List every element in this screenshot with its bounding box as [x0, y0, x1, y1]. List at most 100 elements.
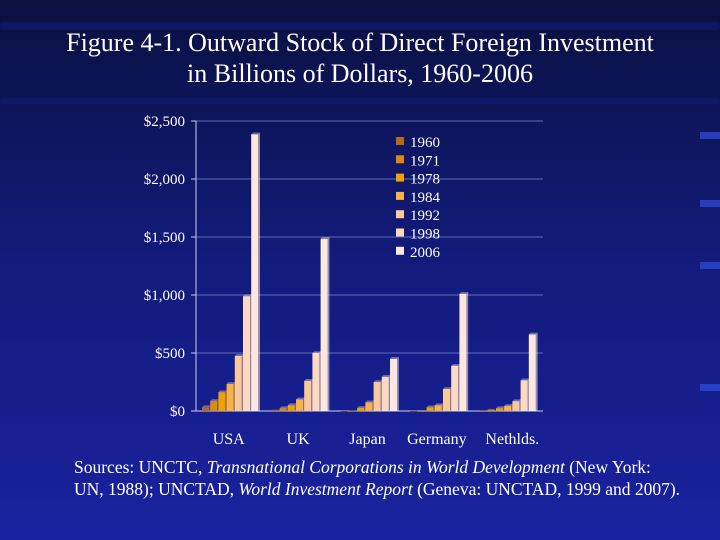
x-tick-label: Japan: [349, 431, 385, 448]
bar-top: [434, 403, 444, 406]
decorative-streak: [0, 22, 720, 30]
bar: [251, 134, 259, 411]
bar-side: [258, 132, 260, 412]
bar: [271, 409, 279, 411]
y-tick-label: $0: [170, 404, 185, 420]
y-tick-label: $500: [155, 346, 185, 362]
legend-label: 1984: [410, 190, 441, 206]
legend-label: 2006: [410, 245, 441, 261]
bar: [202, 407, 209, 411]
bar: [365, 402, 373, 411]
bar-top: [210, 399, 219, 402]
bar: [349, 410, 356, 412]
legend-swatch: [396, 155, 404, 164]
y-tick-label: $1,000: [144, 288, 185, 304]
source-middle: (New York: UN, 1988); UNCTAD,: [74, 457, 651, 499]
bar: [459, 293, 467, 411]
legend-swatch: [396, 246, 404, 255]
bar-top: [357, 406, 366, 408]
legend-swatch: [396, 191, 404, 200]
bar: [320, 238, 328, 411]
source-prefix: Sources: UNCTC,: [74, 457, 207, 477]
bar: [451, 365, 459, 411]
x-tick-label: Nethlds.: [485, 431, 539, 448]
bar: [512, 401, 520, 411]
chart-title: Figure 4-1. Outward Stock of Direct Fore…: [0, 27, 720, 89]
x-tick-label: Germany: [407, 431, 467, 448]
source-title-2: World Investment Report: [238, 479, 413, 499]
bar-top: [451, 363, 460, 366]
legend-swatch: [396, 173, 404, 182]
bar: [479, 410, 487, 411]
decorative-tab: [700, 384, 720, 391]
bar-top: [373, 380, 383, 382]
bar-top: [496, 406, 505, 409]
bar-top: [226, 382, 236, 384]
bar: [357, 407, 365, 411]
bar-side: [535, 332, 538, 411]
bar: [496, 408, 503, 411]
bar-top: [512, 399, 522, 402]
bar-top: [520, 378, 530, 381]
legend-label: 1978: [410, 172, 440, 188]
decorative-streak: [0, 98, 720, 104]
bar-top: [296, 397, 305, 400]
legend-label: 1992: [410, 208, 440, 224]
bar: [304, 380, 312, 411]
bar: [218, 392, 226, 411]
bar-side: [397, 357, 399, 411]
bar-top: [287, 403, 297, 406]
source-suffix: (Geneva: UNCTAD, 1999 and 2007).: [412, 479, 681, 499]
bar-top: [390, 357, 399, 359]
bar: [426, 407, 434, 411]
bar-top: [426, 405, 436, 408]
bar: [520, 380, 528, 411]
bar-side: [466, 292, 469, 411]
bar: [234, 355, 242, 411]
bar: [312, 353, 320, 411]
bar-top: [312, 351, 322, 353]
bar: [287, 405, 295, 411]
legend-label: 1998: [410, 227, 440, 243]
bar-side: [327, 236, 330, 411]
bar-top: [320, 236, 330, 239]
bar: [210, 401, 218, 411]
bar: [390, 358, 397, 411]
x-tick-label: USA: [213, 431, 245, 448]
bar-top: [218, 390, 228, 393]
source-note: Sources: UNCTC, Transnational Corporatio…: [74, 456, 684, 500]
bar-top: [504, 404, 513, 406]
bar-top: [365, 400, 375, 403]
bar: [418, 410, 426, 411]
bar: [296, 399, 303, 411]
chart-title-line-1: Figure 4-1. Outward Stock of Direct Fore…: [66, 28, 654, 57]
bar-top: [459, 292, 469, 294]
legend-swatch: [396, 228, 404, 237]
bar: [381, 376, 389, 411]
y-tick-label: $2,000: [144, 172, 185, 188]
bar: [528, 334, 536, 411]
bar: [226, 383, 234, 411]
legend-swatch: [396, 210, 404, 219]
bar: [340, 410, 348, 412]
legend-swatch: [396, 137, 404, 145]
x-tick-label: UK: [287, 431, 311, 448]
bar-top: [381, 374, 391, 377]
y-tick-label: $2,500: [144, 114, 185, 130]
chart-title-line-2: in Billions of Dollars, 1960-2006: [187, 59, 533, 88]
bar: [487, 409, 495, 411]
bar: [279, 408, 287, 411]
source-title-1: Transnational Corporations in World Deve…: [206, 457, 565, 477]
bar-top: [528, 332, 538, 335]
decorative-tab: [700, 132, 720, 139]
decorative-tab: [700, 200, 720, 207]
bar-top: [243, 294, 252, 297]
bar-top: [202, 405, 211, 408]
bar-top: [443, 387, 452, 389]
bar: [504, 405, 512, 411]
bar: [243, 296, 250, 411]
bar: [373, 382, 381, 411]
legend-label: 1960: [410, 135, 440, 151]
decorative-tab: [700, 262, 720, 269]
